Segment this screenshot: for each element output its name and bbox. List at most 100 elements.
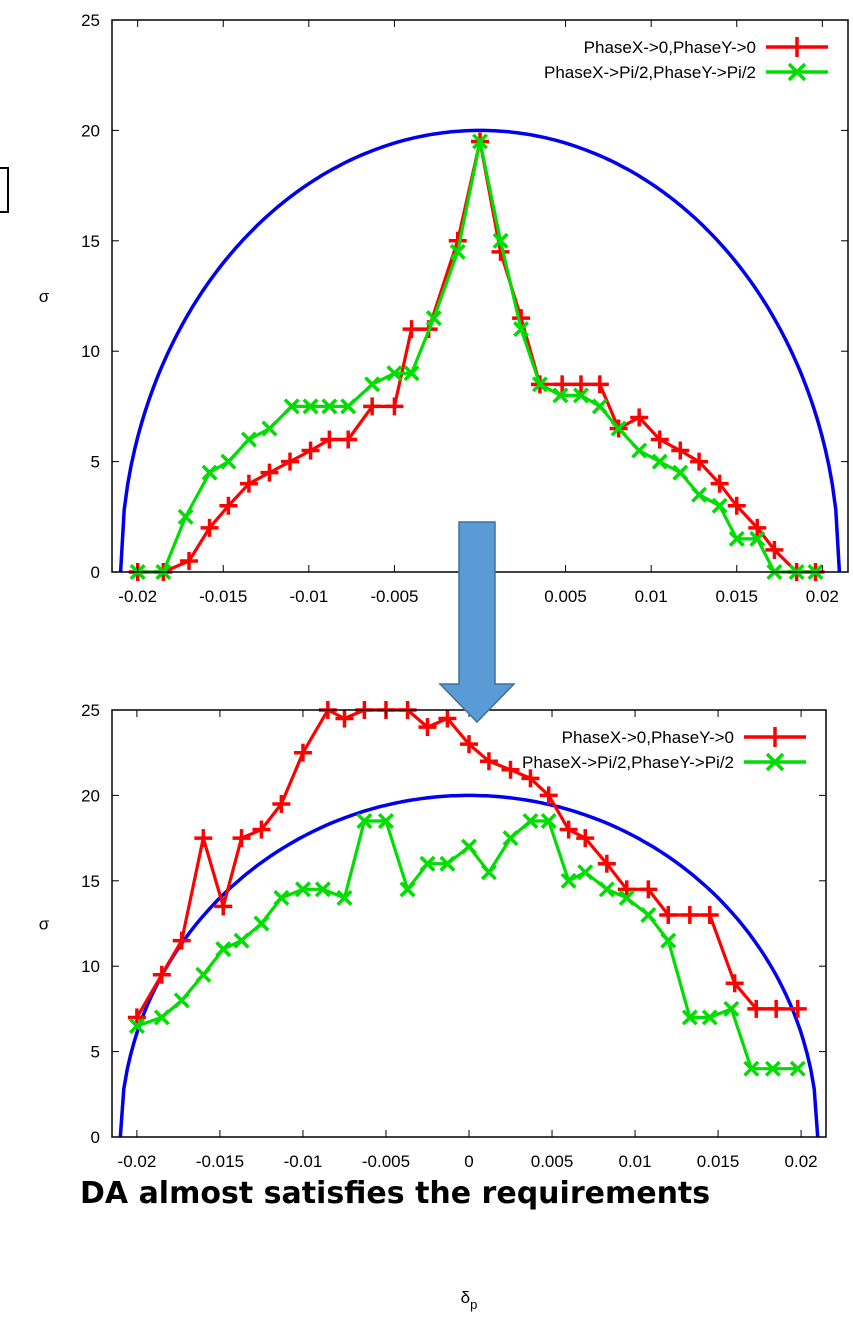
data-point <box>386 365 403 382</box>
data-point <box>321 398 338 415</box>
data-point <box>252 820 271 839</box>
data-point <box>460 735 478 754</box>
data-point <box>700 905 719 924</box>
series-line-1 <box>137 139 816 574</box>
data-point <box>710 474 729 493</box>
legend: PhaseX->0,PhaseY->0 PhaseX->Pi/2,PhaseY-… <box>522 727 806 772</box>
data-point <box>610 420 627 437</box>
data-point <box>531 376 548 393</box>
data-point <box>765 540 784 559</box>
y-tick-label: 20 <box>81 786 100 805</box>
data-point <box>659 905 678 924</box>
x-axis-label: δp <box>461 1288 478 1312</box>
data-point <box>152 965 171 984</box>
y-axis-label: σ <box>39 915 50 934</box>
data-point <box>283 398 300 415</box>
x-tick-label: 0.02 <box>806 587 839 606</box>
data-point <box>764 1060 781 1077</box>
data-point <box>425 310 442 327</box>
y-tick-label: 15 <box>81 872 100 891</box>
data-point <box>301 441 320 460</box>
reference-curve-line <box>118 128 842 573</box>
data-point <box>314 881 331 898</box>
data-point <box>711 497 728 514</box>
data-point <box>560 872 577 889</box>
data-point <box>419 855 436 872</box>
x-tick-label: 0.015 <box>715 587 758 606</box>
data-point <box>492 232 509 249</box>
data-point <box>403 365 420 382</box>
series-line-2 <box>137 139 816 574</box>
data-point <box>743 1060 760 1077</box>
data-point <box>260 463 279 482</box>
data-point <box>399 881 416 898</box>
x-tick-label: 0.005 <box>544 587 587 606</box>
data-point <box>598 881 615 898</box>
x-tick-label: -0.015 <box>199 587 247 606</box>
data-point <box>233 932 250 949</box>
data-point <box>640 906 657 923</box>
data-point <box>747 999 766 1018</box>
data-point <box>597 854 616 873</box>
data-point <box>340 398 357 415</box>
data-point <box>220 453 237 470</box>
reference-curve <box>118 128 842 573</box>
x-tick-label: 0.01 <box>635 587 668 606</box>
edge-bracket-mark <box>0 167 9 213</box>
top-chart: 0 5 10 15 20 25 -0.02 -0.015 -0.01 -0.005 0.005 0.0… <box>39 11 849 606</box>
y-tick-label: 0 <box>91 563 100 582</box>
data-point <box>385 397 404 416</box>
data-point <box>618 889 635 906</box>
data-point <box>177 508 194 525</box>
data-point <box>591 398 608 415</box>
data-point <box>728 530 745 547</box>
data-point <box>748 518 767 537</box>
reference-curve-line <box>118 793 820 1138</box>
data-point <box>201 464 218 481</box>
y-tick-label: 15 <box>81 232 100 251</box>
data-point <box>335 709 354 728</box>
data-point <box>261 420 278 437</box>
data-point <box>630 408 649 427</box>
data-point <box>788 999 807 1018</box>
y-tick-label: 5 <box>91 1043 100 1062</box>
data-point <box>651 453 668 470</box>
legend-label-series-2: PhaseX->Pi/2,PhaseY->Pi/2 <box>544 63 756 82</box>
data-point <box>671 441 690 460</box>
y-tick-label: 25 <box>81 701 100 720</box>
data-point <box>172 931 191 950</box>
data-point <box>572 387 589 404</box>
data-point <box>553 375 572 394</box>
data-point <box>650 430 669 449</box>
data-point <box>540 813 557 830</box>
data-point <box>552 387 569 404</box>
y-tick-label: 20 <box>81 121 100 140</box>
data-point <box>214 897 233 916</box>
x-tick-label: -0.01 <box>284 1152 323 1171</box>
plot-frame <box>111 709 827 1138</box>
data-point <box>725 974 744 993</box>
data-point <box>377 813 394 830</box>
y-tick-label: 10 <box>81 342 100 361</box>
data-point <box>639 880 658 899</box>
legend-label-series-2: PhaseX->Pi/2,PhaseY->Pi/2 <box>522 753 734 772</box>
y-tick-label: 10 <box>81 957 100 976</box>
data-point <box>631 442 648 459</box>
data-point <box>449 243 466 260</box>
x-tick-label: 0 <box>464 1152 473 1171</box>
data-point <box>672 464 689 481</box>
data-point <box>293 743 312 762</box>
data-point <box>438 709 457 728</box>
data-point <box>660 932 677 949</box>
y-tick-label: 0 <box>91 1128 100 1147</box>
data-point <box>539 786 558 805</box>
data-point <box>577 864 594 881</box>
x-tick-label: 0.01 <box>618 1152 651 1171</box>
data-point <box>253 915 270 932</box>
x-tick-label: -0.01 <box>289 587 328 606</box>
data-point <box>590 375 609 394</box>
data-point <box>240 431 257 448</box>
data-point <box>402 320 421 339</box>
data-point <box>522 813 539 830</box>
